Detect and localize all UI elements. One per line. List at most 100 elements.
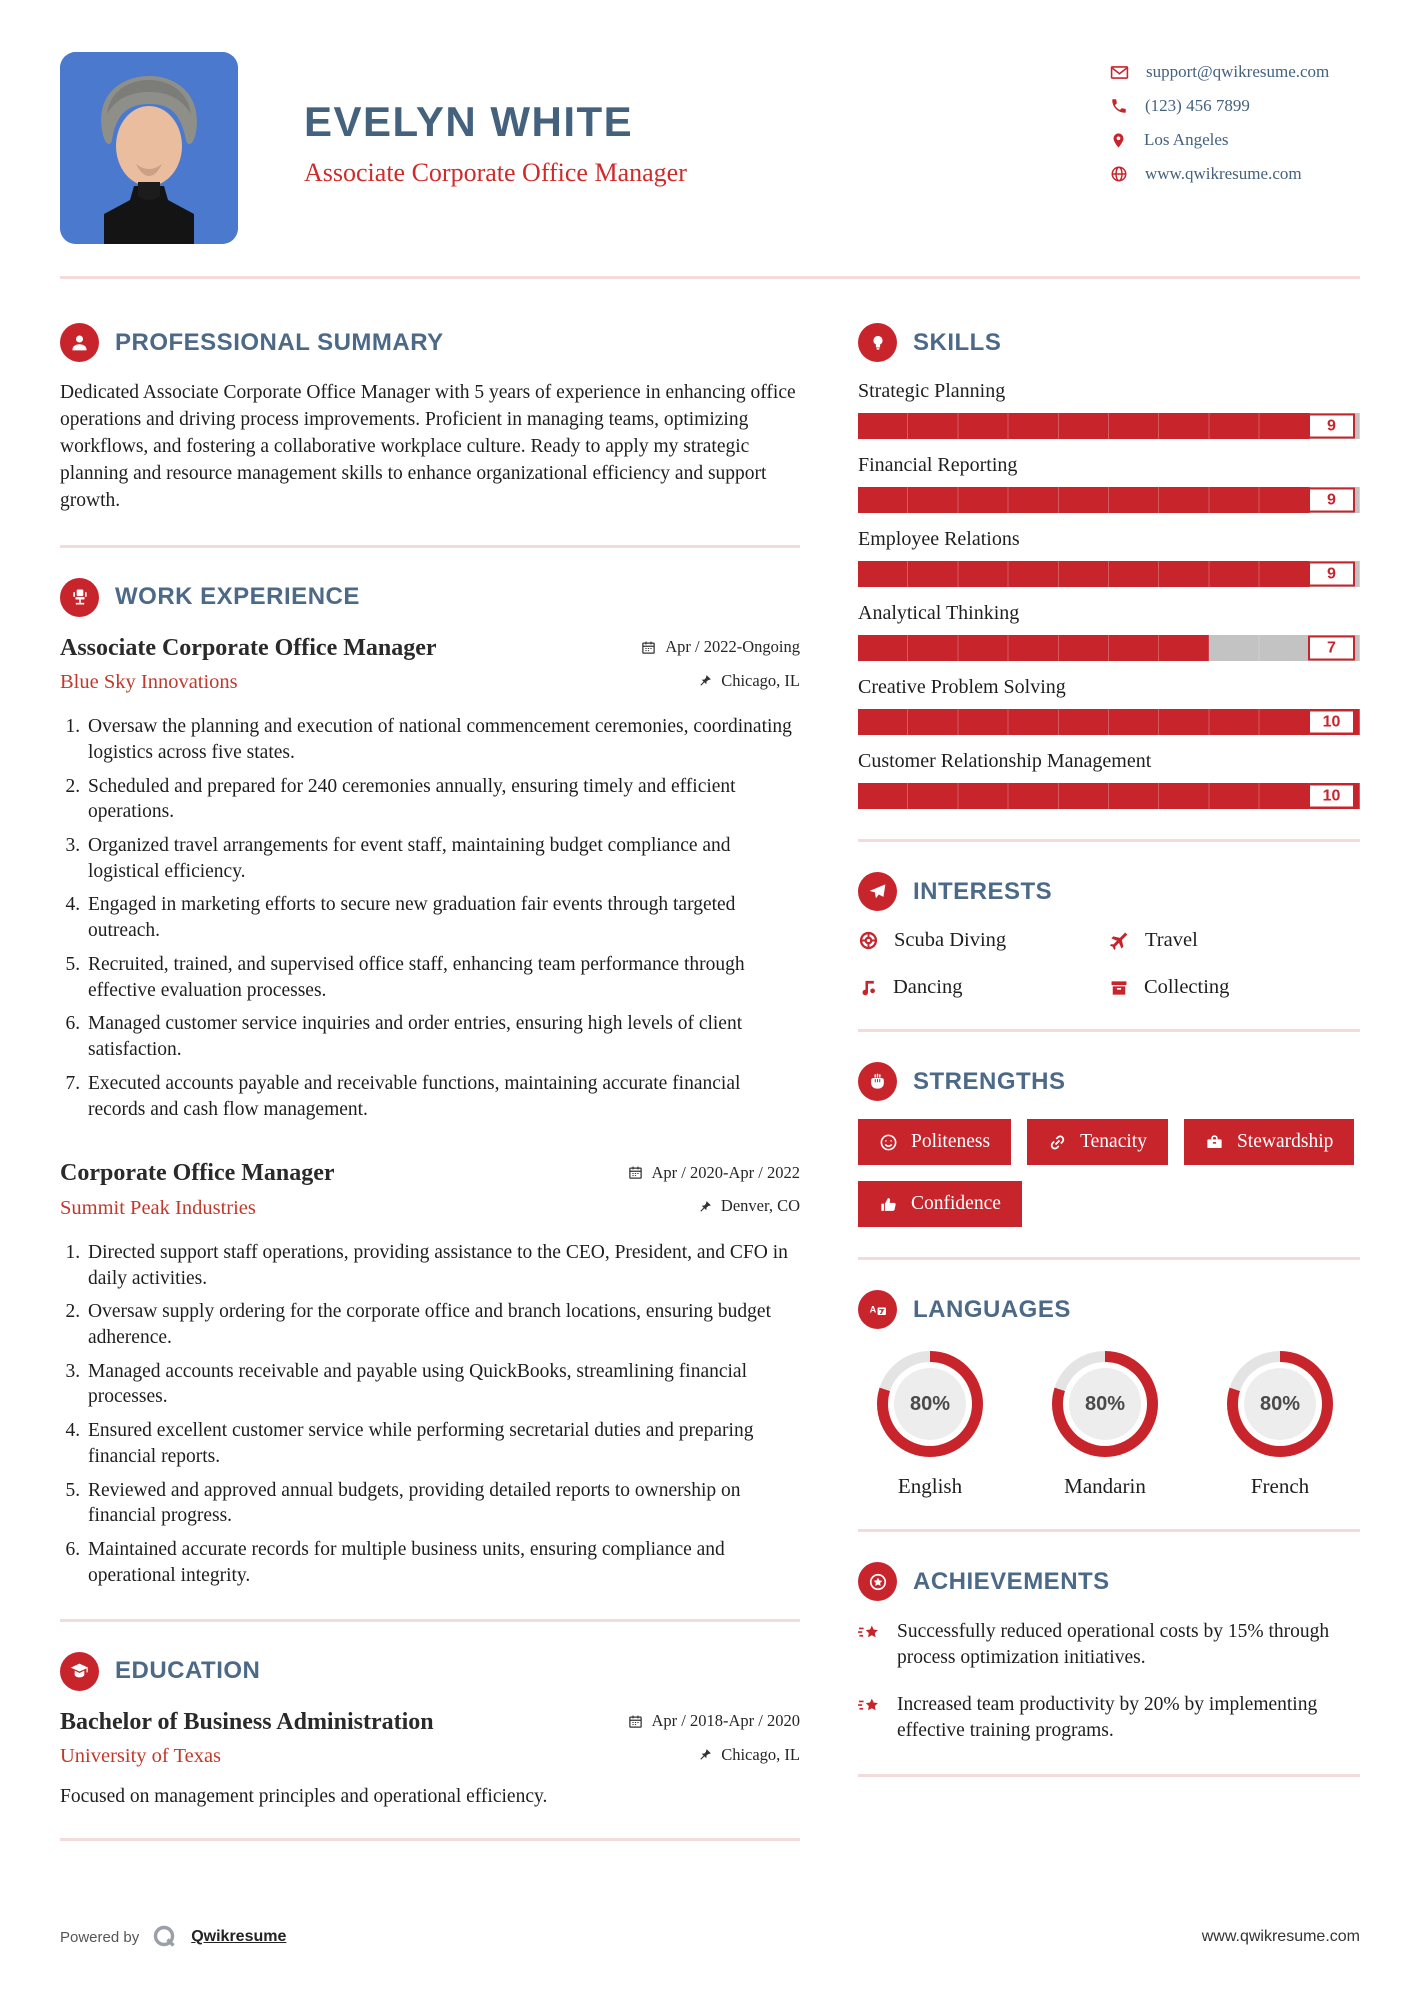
pushpin-icon <box>699 1747 712 1762</box>
contact-website-row: www.qwikresume.com <box>1110 164 1360 184</box>
interest-item: Travel <box>1109 929 1360 952</box>
education-entry: Bachelor of Business Administration Apr … <box>60 1709 800 1809</box>
strength-chip: Politeness <box>858 1119 1012 1165</box>
school-name: University of Texas <box>60 1745 222 1768</box>
language-progress-ring: 80% <box>1227 1351 1333 1457</box>
calendar-icon <box>628 1165 643 1180</box>
calendar-icon <box>641 640 656 655</box>
skill-score-badge: 10 <box>1308 783 1355 809</box>
qwikresume-logo <box>152 1924 178 1950</box>
strength-chip: Tenacity <box>1027 1119 1168 1165</box>
section-divider <box>858 1257 1360 1260</box>
languages-section-title: LANGUAGES <box>913 1295 1071 1323</box>
skills-list: Strategic Planning 9 Financial Reporting… <box>858 380 1360 809</box>
job-bullet: Managed customer service inquiries and o… <box>85 1011 800 1062</box>
skill-bar: 9 <box>858 487 1360 513</box>
person-icon <box>60 323 99 362</box>
achievement-item: Increased team productivity by 20% by im… <box>858 1692 1360 1745</box>
skill-label: Customer Relationship Management <box>858 750 1152 772</box>
strength-chip: Confidence <box>858 1181 1022 1227</box>
achievements-list: Successfully reduced operational costs b… <box>858 1619 1360 1744</box>
skill-bar: 10 <box>858 709 1360 735</box>
contact-email[interactable]: support@qwikresume.com <box>1146 62 1330 81</box>
skill-bar: 9 <box>858 413 1360 439</box>
job-bullet: Ensured excellent customer service while… <box>85 1418 800 1469</box>
skill-item: Customer Relationship Management 10 <box>858 750 1360 809</box>
achievement-item: Successfully reduced operational costs b… <box>858 1619 1360 1672</box>
job-bullet: Organized travel arrangements for event … <box>85 833 800 884</box>
resume-page: EVELYN WHITE Associate Corporate Office … <box>0 0 1407 1871</box>
skill-bar-fill <box>858 561 1310 587</box>
pushpin-icon <box>699 1199 712 1214</box>
skill-label: Creative Problem Solving <box>858 676 1066 698</box>
education-dates: Apr / 2018-Apr / 2020 <box>628 1711 800 1731</box>
language-progress-ring: 80% <box>1052 1351 1158 1457</box>
interest-item: Scuba Diving <box>858 929 1109 952</box>
right-column: SKILLS Strategic Planning 9 Financial Re… <box>858 323 1360 1871</box>
skill-item: Analytical Thinking 7 <box>858 602 1360 661</box>
qwikresume-link[interactable]: Qwikresume <box>191 1928 287 1945</box>
achievements-section-title: ACHIEVEMENTS <box>913 1567 1110 1595</box>
contact-block: support@qwikresume.com (123) 456 7899 Lo… <box>1110 62 1360 184</box>
contact-location-row: Los Angeles <box>1110 130 1360 150</box>
skill-label: Analytical Thinking <box>858 602 1020 624</box>
footer-website[interactable]: www.qwikresume.com <box>1201 1928 1360 1945</box>
skill-item: Employee Relations 9 <box>858 528 1360 587</box>
education-section-header: EDUCATION <box>60 1651 800 1691</box>
skill-bar-fill <box>858 783 1360 809</box>
job-bullet: Maintained accurate records for multiple… <box>85 1537 800 1588</box>
summary-text: Dedicated Associate Corporate Office Man… <box>60 382 796 511</box>
skill-score-badge: 7 <box>1308 635 1355 661</box>
language-percent: 80% <box>1244 1368 1316 1440</box>
job-bullet: Managed accounts receivable and payable … <box>85 1359 800 1410</box>
contact-location: Los Angeles <box>1144 130 1229 149</box>
candidate-title: Associate Corporate Office Manager <box>304 158 687 187</box>
candidate-name: EVELYN WHITE <box>304 98 634 145</box>
language-item: 80% Mandarin <box>1035 1351 1175 1499</box>
strength-label: Politeness <box>911 1131 991 1152</box>
job-bullet: Scheduled and prepared for 240 ceremonie… <box>85 774 800 825</box>
skill-bar-fill <box>858 487 1310 513</box>
graduate-icon <box>60 1651 99 1691</box>
interest-item: Dancing <box>858 976 1109 999</box>
language-item: 80% French <box>1210 1351 1350 1499</box>
section-divider <box>60 1618 800 1622</box>
shooting-star-icon <box>858 1622 882 1644</box>
skill-item: Creative Problem Solving 10 <box>858 676 1360 735</box>
skill-label: Financial Reporting <box>858 454 1018 476</box>
pushpin-icon <box>699 673 712 688</box>
education-section-title: EDUCATION <box>115 1657 261 1685</box>
skill-label: Strategic Planning <box>858 380 1006 402</box>
left-column: PROFESSIONAL SUMMARY Dedicated Associate… <box>60 323 800 1871</box>
job-bullet-list: Directed support staff operations, provi… <box>60 1240 800 1589</box>
interest-item: Collecting <box>1109 976 1360 999</box>
thumbs-up-icon <box>879 1195 898 1214</box>
skill-label: Employee Relations <box>858 528 1020 550</box>
calendar-icon <box>628 1714 643 1729</box>
paper-plane-icon <box>858 872 897 911</box>
company-name: Blue Sky Innovations <box>60 671 238 694</box>
skill-bar: 7 <box>858 635 1360 661</box>
header-divider <box>60 276 1360 279</box>
job-location: Chicago, IL <box>699 671 800 691</box>
degree-title: Bachelor of Business Administration <box>60 1708 434 1735</box>
work-section-title: WORK EXPERIENCE <box>115 583 360 611</box>
company-name: Summit Peak Industries <box>60 1196 256 1219</box>
language-percent: 80% <box>1069 1368 1141 1440</box>
achievement-text: Increased team productivity by 20% by im… <box>897 1693 1318 1741</box>
strengths-section-title: STRENGTHS <box>913 1067 1066 1095</box>
education-note: Focused on management principles and ope… <box>60 1786 548 1808</box>
briefcase-icon <box>1205 1133 1224 1152</box>
job-location: Denver, CO <box>699 1196 800 1216</box>
skill-bar-fill <box>858 709 1360 735</box>
contact-website[interactable]: www.qwikresume.com <box>1145 164 1302 183</box>
job-bullet: Oversaw supply ordering for the corporat… <box>85 1299 800 1350</box>
section-divider <box>858 839 1360 842</box>
contact-phone-row: (123) 456 7899 <box>1110 96 1360 116</box>
section-divider <box>858 1529 1360 1532</box>
skill-score-badge: 9 <box>1308 413 1355 439</box>
interest-label: Collecting <box>1144 976 1230 998</box>
lightbulb-icon <box>858 323 897 362</box>
strengths-section-header: STRENGTHS <box>858 1062 1360 1101</box>
skill-score-badge: 9 <box>1308 561 1355 587</box>
